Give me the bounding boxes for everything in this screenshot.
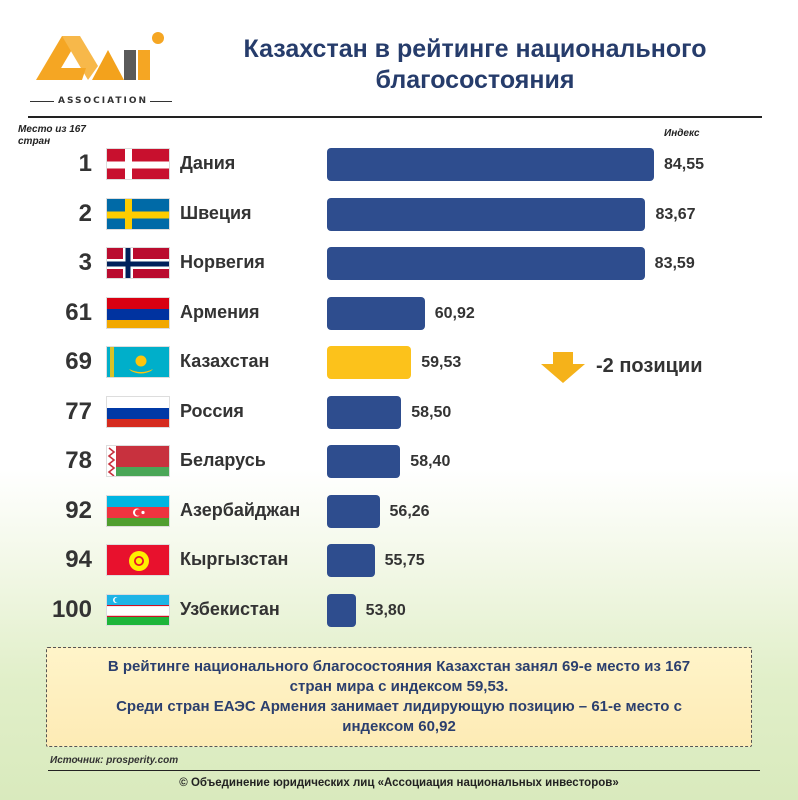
value-label: 55,75 [384, 552, 425, 569]
value-label: 84,55 [664, 156, 705, 173]
logo-line-right [150, 101, 172, 102]
page-title: Казахстан в рейтинге национального благо… [180, 34, 770, 96]
rank-number: 92 [65, 496, 92, 524]
country-label: Норвегия [180, 252, 265, 272]
ani-logo [36, 32, 164, 80]
note-line-1: В рейтинге национального благосостояния … [107, 658, 691, 675]
rank-number: 1 [78, 150, 92, 177]
logo-text: ASSOCIATION [58, 96, 149, 106]
country-label: Кыргызстан [180, 549, 289, 569]
flag-icon [106, 494, 170, 527]
position-change-label: -2 позиции [596, 355, 703, 377]
country-label: Узбекистан [180, 598, 280, 619]
value-label: 58,40 [410, 453, 451, 470]
country-label: Казахстан [180, 351, 270, 371]
rank-number: 100 [51, 595, 92, 623]
logo-line-left [30, 101, 54, 102]
bar [327, 148, 654, 181]
value-label: 60,92 [434, 304, 475, 322]
value-label: 83,59 [654, 255, 695, 272]
note-line-2: стран мира с индексом 59,53. [289, 678, 509, 695]
value-label: 56,26 [389, 502, 430, 520]
flag-icon [106, 395, 170, 428]
rank-label-line-1: Место из 167 [18, 124, 86, 135]
flag-icon [106, 247, 170, 279]
source-text: Источник: prosperity.com [50, 755, 179, 766]
footer-rule [48, 770, 760, 771]
value-label: 58,50 [411, 403, 452, 421]
summary-note: В рейтинге национального благосостояния … [46, 647, 752, 747]
down-arrow-icon [541, 352, 585, 383]
bar [327, 247, 645, 280]
country-label: Азербайджан [180, 499, 301, 520]
bar [327, 296, 425, 330]
flag-icon [106, 296, 170, 329]
title-line-1: Казахстан в рейтинге национального [243, 35, 707, 63]
rank-number: 69 [65, 348, 92, 375]
flag-icon [106, 197, 170, 230]
bar [327, 544, 375, 577]
country-label: Россия [180, 400, 244, 421]
flag-icon [106, 544, 170, 576]
index-column-label: Индекс [664, 128, 700, 139]
bar [327, 197, 646, 231]
flag-icon [106, 148, 170, 180]
flag-icon [106, 593, 170, 626]
value-label: 59,53 [421, 354, 462, 371]
note-line-4: индексом 60,92 [342, 718, 456, 735]
country-label: Армения [180, 301, 260, 322]
flag-icon [106, 346, 170, 378]
flag-icon [106, 445, 170, 477]
bar [327, 494, 380, 528]
bar [327, 445, 401, 478]
rank-number: 2 [78, 199, 92, 227]
country-label: Беларусь [180, 450, 266, 470]
title-line-2: благосостояния [375, 66, 575, 94]
bar [327, 395, 402, 429]
copyright-text: © Объединение юридических лиц «Ассоциаци… [179, 777, 619, 789]
rank-column-label: Место из 167 стран [18, 124, 86, 148]
rank-number: 61 [65, 298, 92, 326]
rank-number: 77 [65, 397, 92, 425]
country-label: Дания [180, 153, 236, 173]
rank-number: 78 [65, 447, 92, 474]
rank-number: 94 [65, 546, 92, 573]
value-label: 83,67 [655, 205, 696, 223]
bar [327, 346, 412, 379]
value-label: 53,80 [365, 601, 406, 619]
country-label: Швеция [180, 202, 252, 223]
bar [327, 593, 356, 627]
header-rule [28, 116, 762, 118]
rank-number: 3 [78, 249, 92, 276]
note-line-3: Среди стран ЕАЭС Армения занимает лидиру… [116, 698, 682, 715]
rank-label-line-2: стран [18, 136, 51, 147]
